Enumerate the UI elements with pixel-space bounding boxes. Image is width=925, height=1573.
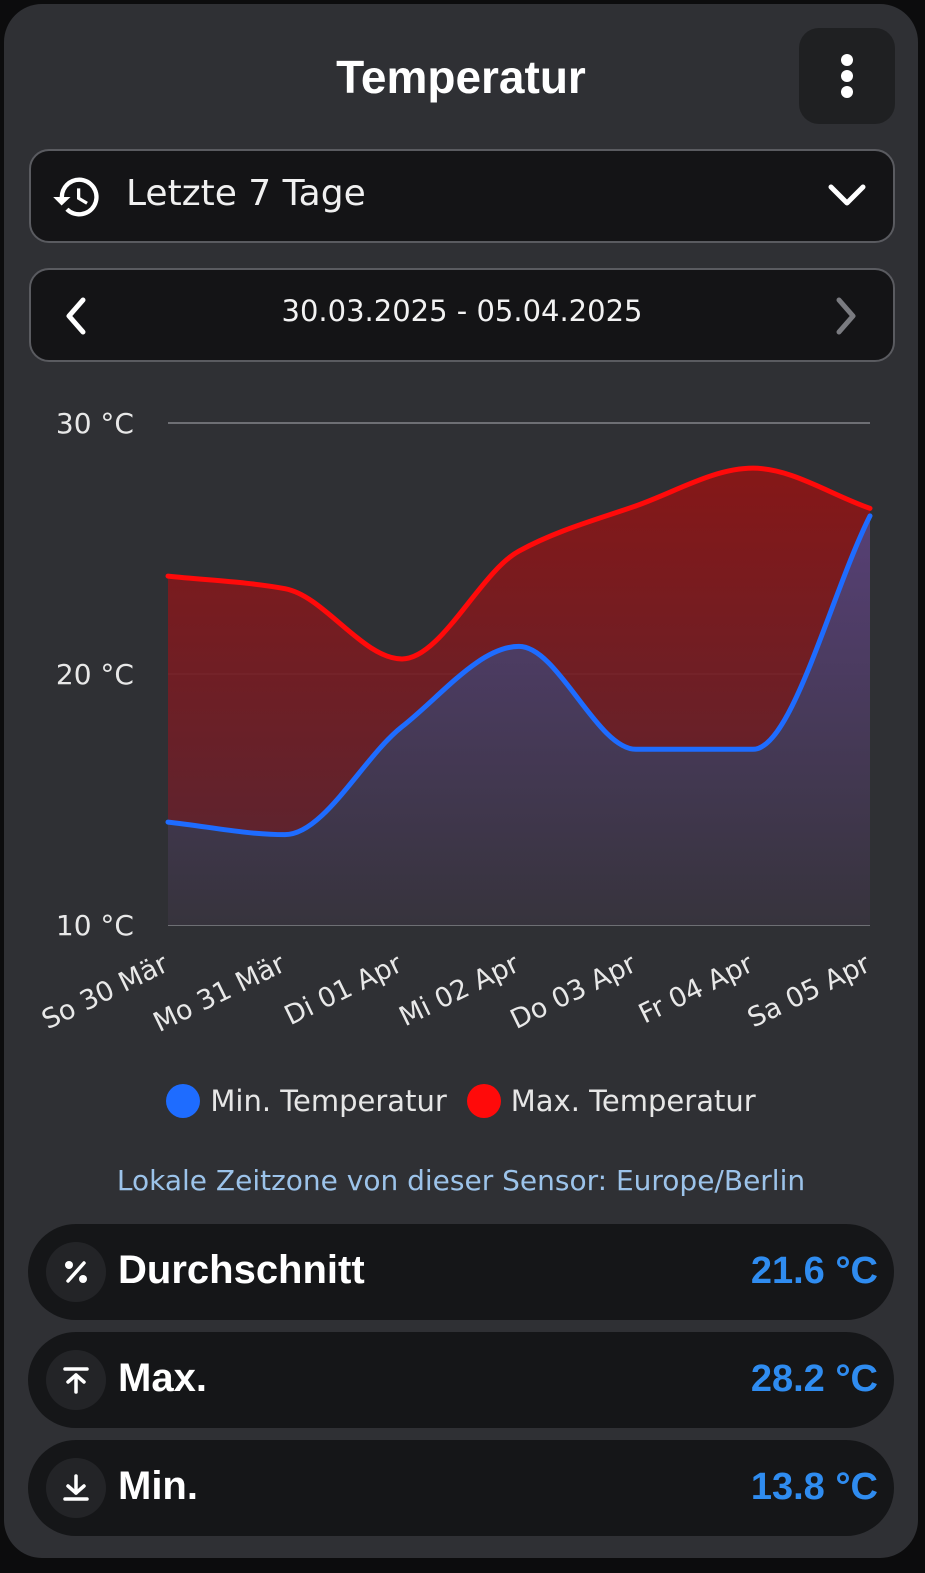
time-range-select[interactable]: Letzte 7 Tage	[29, 149, 895, 243]
max-temp-line	[165, 465, 873, 662]
stat-max-label: Max.	[118, 1356, 207, 1400]
legend-item-max[interactable]: Max. Temperatur	[466, 1084, 756, 1118]
chevron-left-icon[interactable]	[61, 296, 91, 336]
max-temp-point[interactable]	[282, 586, 288, 592]
stat-average-value: 21.6 °C	[750, 1250, 878, 1292]
min-temp-point[interactable]	[282, 832, 288, 838]
arrow-down-to-line-icon	[46, 1458, 106, 1518]
legend-swatch-max	[466, 1084, 501, 1118]
max-temp-point[interactable]	[399, 656, 405, 662]
chevron-right-icon[interactable]	[831, 296, 861, 336]
x-tick-label: Di 01 Apr	[280, 948, 408, 1032]
stat-average-label: Durchschnitt	[118, 1248, 365, 1292]
x-tick-label: Do 03 Apr	[506, 948, 642, 1036]
x-tick-label: Mo 31 Mär	[149, 948, 291, 1039]
x-tick-label: Sa 05 Apr	[743, 948, 876, 1034]
min-temp-point[interactable]	[399, 724, 405, 730]
percent-icon	[46, 1242, 106, 1302]
legend-swatch-min	[166, 1084, 201, 1118]
max-temp-point[interactable]	[165, 573, 171, 579]
y-tick-label: 10 °C	[56, 909, 134, 942]
stat-average: Durchschnitt 21.6 °C	[28, 1224, 894, 1320]
min-temp-line	[165, 513, 873, 838]
y-tick-label: 30 °C	[56, 407, 134, 440]
x-tick-label: Mi 02 Apr	[395, 948, 525, 1033]
more-menu-button[interactable]	[799, 28, 895, 124]
min-temp-point[interactable]	[516, 643, 522, 649]
date-range-label: 30.03.2025 - 05.04.2025	[281, 294, 643, 328]
page-title: Temperatur	[336, 51, 586, 103]
min-temp-point[interactable]	[633, 746, 639, 752]
legend-item-min[interactable]: Min. Temperatur	[166, 1084, 447, 1118]
max-temp-point[interactable]	[867, 505, 873, 511]
time-range-label: Letzte 7 Tage	[126, 173, 366, 214]
timezone-note: Lokale Zeitzone von dieser Sensor: Europ…	[116, 1164, 806, 1197]
min-temp-point[interactable]	[750, 746, 756, 752]
max-temp-point[interactable]	[516, 548, 522, 554]
min-temp-point[interactable]	[165, 819, 171, 825]
x-tick-label: Fr 04 Apr	[634, 948, 759, 1030]
max-temp-point[interactable]	[750, 465, 756, 471]
stat-min: Min. 13.8 °C	[28, 1440, 894, 1536]
max-temp-point[interactable]	[633, 503, 639, 509]
stat-max-value: 28.2 °C	[750, 1358, 878, 1400]
more-vertical-icon	[841, 54, 853, 98]
chart-legend: Min. Temperatur Max. Temperatur	[4, 1084, 918, 1118]
history-icon	[53, 177, 99, 217]
stat-min-label: Min.	[118, 1464, 198, 1508]
y-tick-label: 20 °C	[56, 658, 134, 691]
date-navigator: 30.03.2025 - 05.04.2025	[29, 268, 895, 362]
min-temp-point[interactable]	[867, 513, 873, 519]
stat-min-value: 13.8 °C	[750, 1466, 878, 1508]
legend-label-max: Max. Temperatur	[510, 1084, 756, 1118]
min-temp-area	[168, 515, 870, 925]
arrow-up-to-line-icon	[46, 1350, 106, 1410]
legend-label-min: Min. Temperatur	[210, 1084, 447, 1118]
stat-max: Max. 28.2 °C	[28, 1332, 894, 1428]
chevron-down-icon	[828, 184, 866, 206]
temperature-card: Temperatur Letzte 7 Tage 30.03.2025 - 05…	[4, 4, 918, 1558]
